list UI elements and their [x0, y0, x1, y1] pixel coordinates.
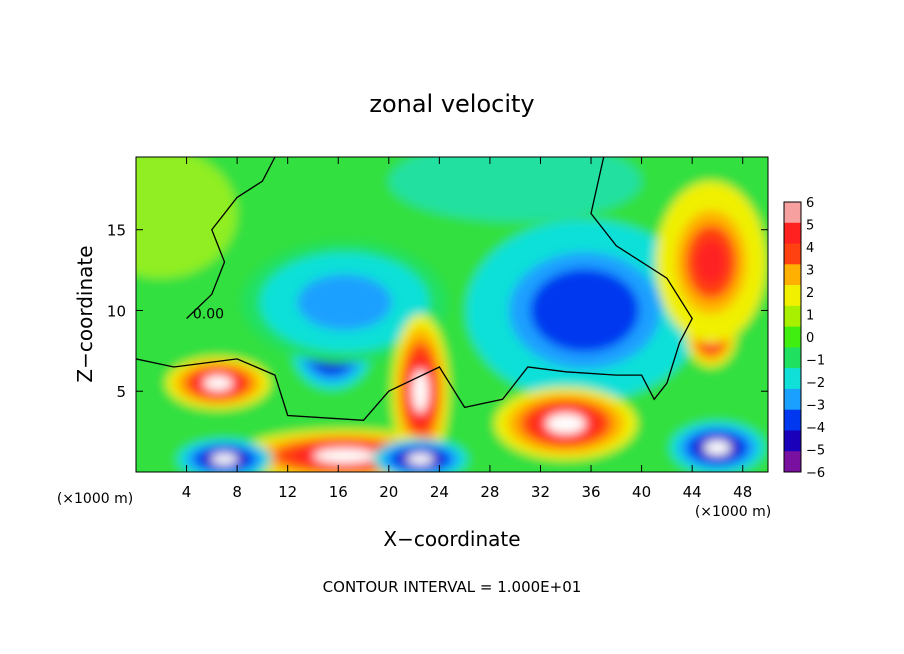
colorbar-segment: [784, 243, 801, 265]
negative-core-cell: [211, 453, 238, 465]
colorbar-tick-label: 4: [806, 241, 814, 256]
x-tick-label: 20: [379, 483, 398, 501]
colorbar-tick-label: −1: [806, 354, 825, 369]
x-tick-label: 16: [329, 483, 348, 501]
negative-core-cell: [704, 440, 731, 456]
colorbar-tick-label: 2: [806, 286, 814, 301]
x-tick-label: 24: [430, 483, 449, 501]
y-axis-label: Z−coordinate: [73, 245, 97, 382]
chart-title: zonal velocity: [369, 90, 534, 118]
x-tick-label: 12: [278, 483, 297, 501]
x-tick-label: 48: [733, 483, 752, 501]
zero-contour: 0.00: [136, 157, 693, 421]
colorbar-segment: [784, 222, 801, 245]
x-tick-label: 40: [632, 483, 651, 501]
x-tick-label: 4: [182, 483, 192, 501]
x-tick-label: 32: [531, 483, 550, 501]
field-band: [388, 157, 642, 222]
colorbar-segment: [784, 347, 801, 369]
y-tick-label: 5: [116, 383, 126, 401]
colorbar-segment: [784, 202, 801, 224]
colorbar-tick-label: 6: [806, 196, 814, 211]
colorbar-segment: [784, 285, 801, 307]
contour-label: 0.00: [193, 307, 224, 323]
colorbar-segment: [784, 388, 801, 411]
contour-interval-note: CONTOUR INTERVAL = 1.000E+01: [323, 578, 582, 596]
colorbar-tick-label: 3: [806, 264, 814, 279]
x-axis-label: X−coordinate: [383, 527, 520, 551]
negative-core-cell: [315, 285, 374, 320]
x-axis-unit: (×1000 m): [695, 504, 771, 520]
colorbar-tick-label: −3: [806, 399, 825, 414]
x-tick-label: 44: [683, 483, 702, 501]
colorbar-segment: [784, 326, 801, 348]
positive-core-cell: [695, 239, 727, 285]
colorbar-tick-label: −2: [806, 376, 825, 391]
contour-line: [136, 157, 693, 421]
x-tick-label: 36: [581, 483, 600, 501]
positive-max-cell: [203, 375, 233, 391]
colorbar-frame: [783, 201, 802, 473]
positive-core-cell: [545, 413, 586, 434]
y-tick-label: 10: [107, 302, 126, 320]
colorbar-segment: [784, 430, 801, 452]
colorbar-tick-label: 5: [806, 219, 814, 234]
colorbar-tick-label: −5: [806, 444, 825, 459]
colorbar-tick-label: 0: [806, 331, 814, 346]
negative-core-cell: [407, 453, 434, 465]
positive-core-cell: [313, 448, 376, 464]
field-band: [136, 157, 238, 279]
positive-core-cell: [412, 369, 429, 413]
colorbar-segment: [784, 264, 801, 286]
colorbar: 6 5 4 3 2 1 0 −1 −2 −3 −4 −5 −6: [783, 196, 825, 481]
colorbar-tick-label: −6: [806, 466, 825, 481]
plot-frame: [135, 156, 769, 473]
colorbar-segment: [784, 451, 801, 473]
y-axis-unit: (×1000 m): [57, 491, 133, 507]
x-tick-label: 8: [232, 483, 242, 501]
colorbar-segment: [784, 409, 801, 431]
colorbar-segment: [784, 368, 801, 390]
contour-line: [186, 157, 276, 319]
heatmap-field: [136, 157, 768, 472]
colorbar-tick-label: −4: [806, 421, 825, 436]
colorbar-segment: [784, 305, 801, 328]
x-tick-label: 28: [480, 483, 499, 501]
y-tick-label: 15: [107, 222, 126, 240]
x-axis: 4 8 12 16 20 24 28 32 36 40 44 48: [182, 157, 752, 501]
y-axis: 5 10 15: [107, 222, 768, 401]
negative-core-cell: [551, 285, 618, 336]
colorbar-tick-label: 1: [806, 309, 814, 324]
